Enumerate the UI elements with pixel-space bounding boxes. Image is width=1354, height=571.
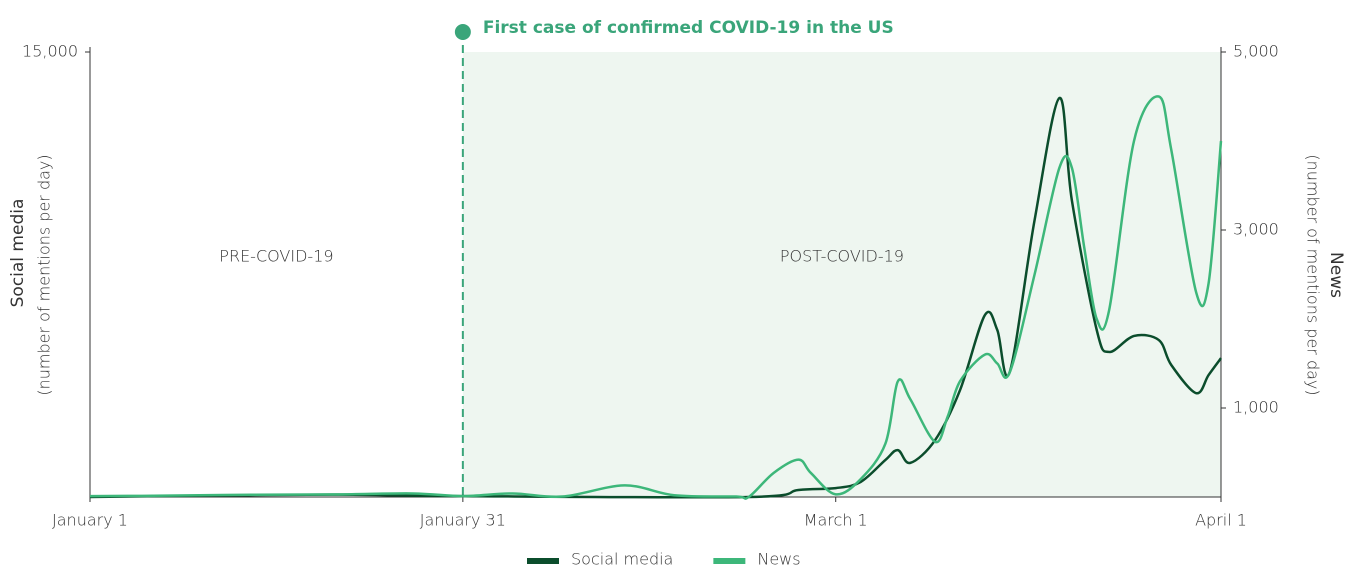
annotation-dot (454, 24, 471, 40)
y-axis-sublabel: (number of mentions per day) (35, 154, 54, 395)
legend-swatch (527, 558, 559, 564)
x-tick-label: March 1 (804, 511, 868, 530)
annotation-text: First case of confirmed COVID-19 in the … (483, 18, 894, 38)
legend-swatch (713, 558, 746, 564)
x-tick-label: January 1 (52, 511, 128, 530)
y2-axis-sublabel: (number of mentions per day) (1304, 154, 1323, 395)
y2-tick-label: 3,000 (1233, 220, 1279, 239)
series-line (89, 95, 1223, 500)
y2-tick-label: 5,000 (1233, 42, 1279, 61)
post-region (462, 52, 1221, 497)
legend-label: Social media (571, 550, 673, 569)
x-tick-label: January 31 (420, 511, 506, 530)
x-tick-label: April 1 (1195, 511, 1247, 530)
y2-tick-label: 1,000 (1233, 398, 1279, 417)
legend-label: News (757, 550, 800, 569)
region-label: PRE-COVID-19 (219, 247, 333, 266)
y2-axis-label: News (1326, 252, 1346, 298)
region-label: POST-COVID-19 (780, 247, 904, 266)
y-axis-label: Social media (8, 199, 28, 308)
series-line (89, 96, 1223, 499)
y-tick-label: 15,000 (22, 42, 78, 61)
